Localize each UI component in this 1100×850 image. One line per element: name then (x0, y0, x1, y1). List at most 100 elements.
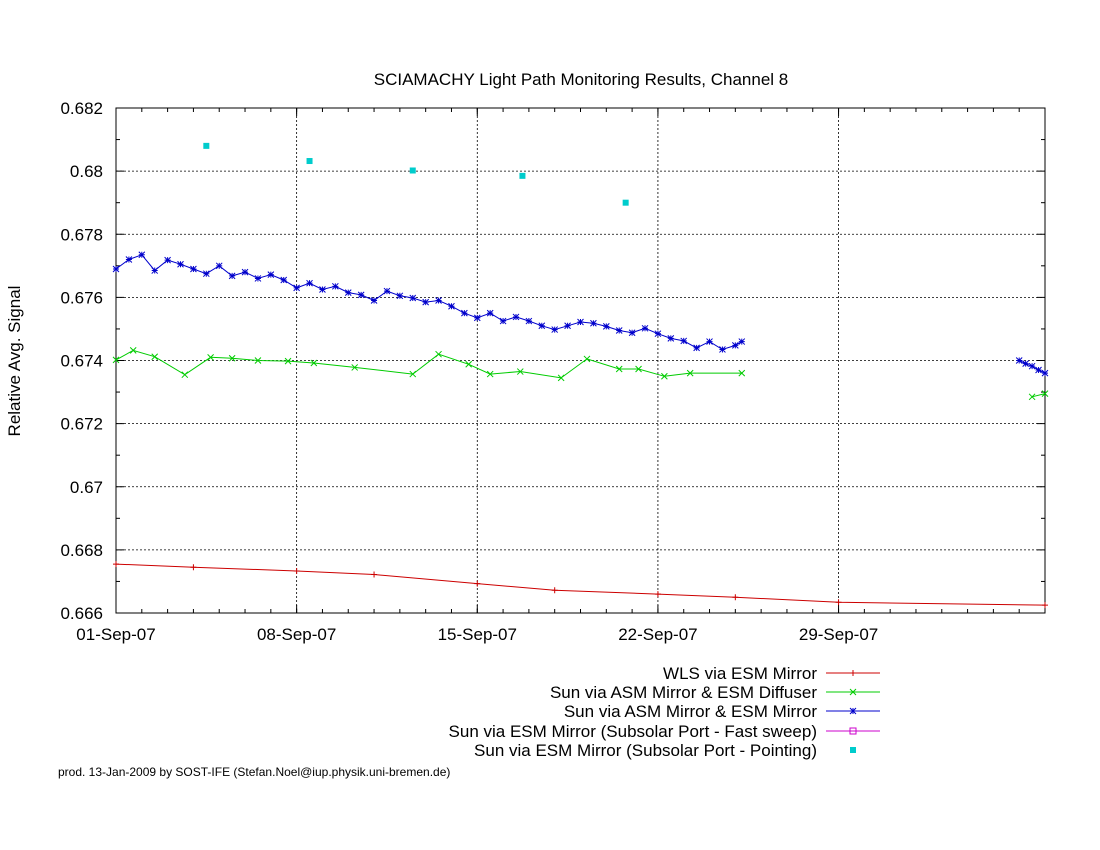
series-1 (113, 561, 1048, 609)
series-line (1031, 393, 1046, 398)
y-tick-label: 0.678 (60, 225, 103, 244)
data-point (207, 353, 214, 361)
data-point (1028, 393, 1036, 401)
data-point (396, 292, 404, 300)
data-point (461, 309, 468, 317)
data-point (310, 359, 318, 367)
data-point (516, 368, 524, 375)
y-tick-label: 0.682 (60, 99, 103, 118)
data-point (306, 279, 313, 287)
data-point (203, 142, 210, 149)
data-point (1041, 369, 1049, 377)
data-point (538, 322, 546, 330)
series-line (115, 254, 743, 351)
data-point (129, 347, 137, 354)
series-5 (203, 142, 629, 206)
data-point (331, 282, 339, 290)
data-point (284, 357, 292, 365)
data-point (383, 287, 391, 295)
grid (116, 108, 1045, 613)
data-point (409, 294, 417, 302)
legend-label: Sun via ASM Mirror & ESM Diffuser (550, 683, 817, 702)
data-point (564, 322, 571, 330)
y-tick-label: 0.67 (70, 478, 103, 497)
data-point (190, 564, 197, 571)
data-point (1035, 366, 1042, 374)
y-axis-label: Relative Avg. Signal (5, 286, 24, 437)
data-point (731, 341, 739, 349)
data-point (344, 289, 352, 296)
x-tick-label: 01-Sep-07 (76, 625, 155, 644)
data-point (409, 370, 417, 378)
y-tick-label: 0.666 (60, 604, 103, 623)
data-point (680, 337, 688, 345)
legend-marker (849, 727, 857, 735)
data-point (319, 286, 326, 293)
data-point (202, 270, 210, 278)
data-point (190, 265, 197, 273)
data-point (293, 568, 300, 575)
data-point (732, 594, 739, 601)
data-point (435, 350, 442, 358)
x-tick-label: 29-Sep-07 (799, 625, 878, 644)
data-point (602, 323, 610, 330)
series-line (115, 563, 1046, 606)
series-line (115, 349, 742, 379)
x-tick-label: 22-Sep-07 (618, 625, 697, 644)
data-point (215, 262, 223, 270)
x-tick-label: 15-Sep-07 (438, 625, 517, 644)
data-point (590, 319, 597, 327)
data-point (654, 330, 662, 338)
data-point (267, 271, 275, 279)
data-point (615, 365, 623, 373)
legend-marker (849, 707, 857, 715)
data-point (525, 317, 533, 325)
data-point (113, 561, 119, 568)
legend-marker (850, 670, 856, 676)
data-point (112, 265, 120, 273)
data-point (228, 354, 236, 362)
data-point (519, 172, 526, 179)
data-point (254, 275, 262, 282)
data-point (499, 317, 507, 325)
data-point (254, 357, 262, 364)
data-point (706, 338, 713, 345)
data-point (635, 365, 642, 373)
legend-label: Sun via ASM Mirror & ESM Mirror (564, 702, 817, 721)
data-point (1042, 602, 1048, 609)
data-point (693, 344, 700, 352)
data-point (486, 370, 494, 378)
data-point (138, 251, 146, 259)
data-point (686, 369, 694, 377)
data-point (370, 297, 378, 304)
legend-label: Sun via ESM Mirror (Subsolar Port - Poin… (474, 741, 817, 760)
data-point (615, 327, 623, 334)
data-point (1015, 357, 1023, 364)
data-point (280, 276, 288, 284)
data-point (583, 355, 591, 363)
data-point (577, 318, 584, 326)
data-point (465, 360, 473, 368)
data-point (719, 346, 726, 353)
y-tick-label: 0.674 (60, 352, 103, 371)
legend-marker (849, 688, 857, 696)
y-tick-label: 0.68 (70, 162, 103, 181)
x-tick-label: 08-Sep-07 (257, 625, 336, 644)
data-point (641, 324, 649, 332)
data-point (241, 268, 249, 276)
data-point (622, 199, 629, 206)
data-point (551, 587, 558, 594)
data-series (112, 142, 1049, 609)
data-point (177, 260, 184, 268)
data-point (112, 356, 120, 364)
data-point (409, 167, 416, 174)
data-point (448, 302, 455, 310)
axes: 0.666 0.668 0.67 0.672 0.674 0.676 0.678 0.68 0.… (60, 99, 1046, 644)
data-point (551, 326, 559, 333)
data-point (228, 272, 236, 280)
data-point (151, 267, 159, 274)
data-point (654, 591, 661, 598)
data-point (512, 313, 520, 321)
